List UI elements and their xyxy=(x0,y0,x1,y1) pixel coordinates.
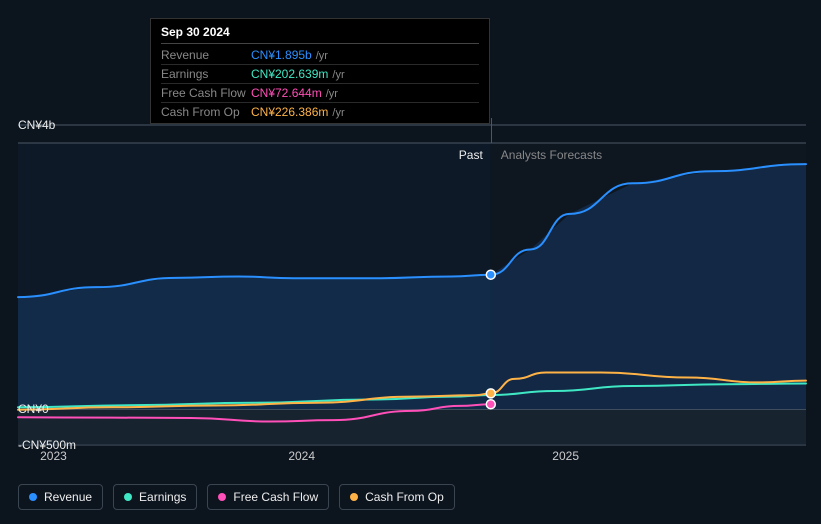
legend-item-cfo[interactable]: Cash From Op xyxy=(339,484,455,510)
tooltip-row-unit: /yr xyxy=(316,50,328,62)
y-axis-label: CN¥4b xyxy=(18,118,55,132)
tooltip-row: Free Cash FlowCN¥72.644m/yr xyxy=(161,84,479,103)
legend-label: Revenue xyxy=(44,490,92,504)
tooltip-row: RevenueCN¥1.895b/yr xyxy=(161,46,479,65)
tooltip-row-label: Revenue xyxy=(161,48,251,62)
legend-dot-icon xyxy=(124,493,132,501)
legend-label: Free Cash Flow xyxy=(233,490,318,504)
tooltip-date: Sep 30 2024 xyxy=(161,25,479,44)
tooltip-row: EarningsCN¥202.639m/yr xyxy=(161,65,479,84)
forecast-label: Analysts Forecasts xyxy=(501,148,602,162)
x-axis-label: 2025 xyxy=(552,449,579,463)
line-chart-svg xyxy=(18,125,806,445)
legend-label: Earnings xyxy=(139,490,186,504)
tooltip-row-value: CN¥1.895b xyxy=(251,48,312,62)
tooltip-row-unit: /yr xyxy=(332,107,344,119)
legend-dot-icon xyxy=(218,493,226,501)
tooltip-row-unit: /yr xyxy=(326,88,338,100)
chart-legend: Revenue Earnings Free Cash Flow Cash From O… xyxy=(18,484,455,510)
past-forecast-divider xyxy=(491,118,492,143)
legend-item-fcf[interactable]: Free Cash Flow xyxy=(207,484,329,510)
legend-dot-icon xyxy=(350,493,358,501)
legend-item-earnings[interactable]: Earnings xyxy=(113,484,197,510)
past-label: Past xyxy=(459,148,483,162)
chart-tooltip: Sep 30 2024 RevenueCN¥1.895b/yrEarningsC… xyxy=(150,18,490,124)
tooltip-row-value: CN¥226.386m xyxy=(251,105,328,119)
legend-label: Cash From Op xyxy=(365,490,444,504)
legend-item-revenue[interactable]: Revenue xyxy=(18,484,103,510)
legend-dot-icon xyxy=(29,493,37,501)
tooltip-row-label: Free Cash Flow xyxy=(161,86,251,100)
tooltip-row-label: Earnings xyxy=(161,67,251,81)
x-axis-label: 2023 xyxy=(40,449,67,463)
tooltip-row-label: Cash From Op xyxy=(161,105,251,119)
tooltip-row-unit: /yr xyxy=(332,69,344,81)
chart-area[interactable]: Past Analysts Forecasts CN¥4bCN¥0-CN¥500… xyxy=(18,125,806,445)
tooltip-row-value: CN¥72.644m xyxy=(251,86,322,100)
tooltip-row: Cash From OpCN¥226.386m/yr xyxy=(161,103,479,121)
tooltip-row-value: CN¥202.639m xyxy=(251,67,328,81)
y-axis-label: CN¥0 xyxy=(18,402,49,416)
x-axis-label: 2024 xyxy=(288,449,315,463)
